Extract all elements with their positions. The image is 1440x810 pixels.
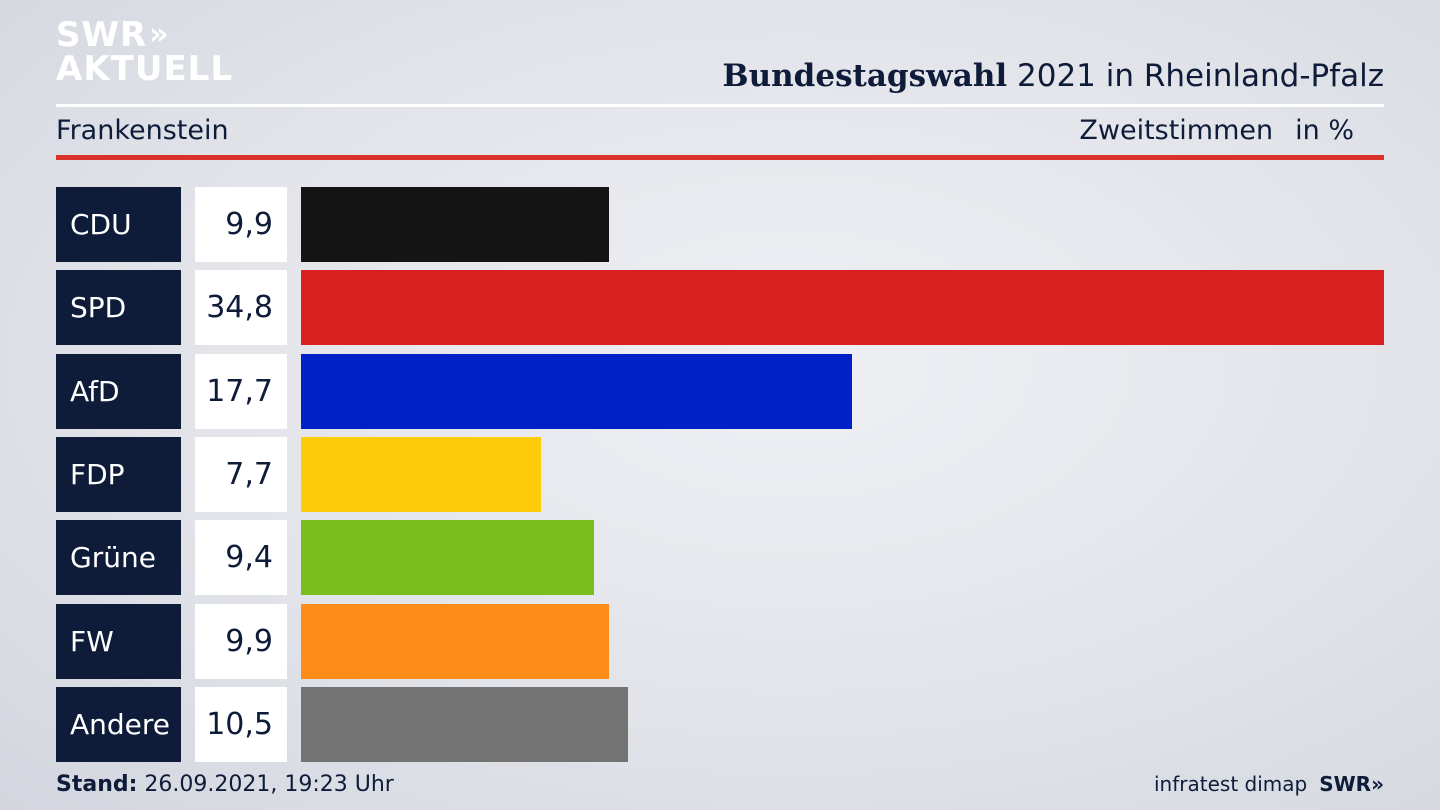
data-label: 17,7: [206, 374, 273, 409]
unit-text: in %: [1295, 115, 1354, 146]
party-label: SPD: [70, 291, 127, 324]
value-box-afd: 17,7: [195, 354, 287, 429]
party-label-box-fw: FW: [56, 604, 181, 679]
value-box-gr-ne: 9,4: [195, 520, 287, 595]
swr-aktuell-logo: SWR» AKTUELL: [56, 15, 234, 89]
bar-cdu: [301, 187, 609, 262]
party-label-box-afd: AfD: [56, 354, 181, 429]
bar-afd: [301, 354, 852, 429]
bar-gr-ne: [301, 520, 594, 595]
timestamp: Stand: 26.09.2021, 19:23 Uhr: [56, 772, 394, 797]
value-box-andere: 10,5: [195, 687, 287, 762]
region-label: Frankenstein: [56, 115, 229, 146]
header-divider: [56, 104, 1384, 107]
party-label: Grüne: [70, 541, 156, 574]
data-label: 9,9: [225, 207, 273, 242]
data-label: 34,8: [206, 290, 273, 325]
title-rest: 2021 in Rheinland-Pfalz: [1007, 58, 1384, 94]
party-label-box-gr-ne: Grüne: [56, 520, 181, 595]
party-label: CDU: [70, 208, 132, 241]
accent-divider: [56, 155, 1384, 160]
value-box-fw: 9,9: [195, 604, 287, 679]
data-label: 10,5: [206, 707, 273, 742]
party-label: FW: [70, 625, 114, 658]
source-label: infratest dimap: [1154, 772, 1308, 796]
value-box-spd: 34,8: [195, 270, 287, 345]
value-box-fdp: 7,7: [195, 437, 287, 512]
bar-andere: [301, 687, 628, 762]
logo-line1: SWR: [56, 15, 148, 55]
party-label-box-fdp: FDP: [56, 437, 181, 512]
party-label: FDP: [70, 458, 125, 491]
bar-fdp: [301, 437, 541, 512]
data-label: 9,9: [225, 624, 273, 659]
title-bold: Bundestagswahl: [722, 58, 1008, 94]
measure-label: Zweitstimmen in %: [1079, 115, 1354, 146]
bar-spd: [301, 270, 1384, 345]
party-label: Andere: [70, 708, 171, 741]
bar-fw: [301, 604, 609, 679]
data-label: 9,4: [225, 540, 273, 575]
source-credit: infratest dimap SWR»: [1154, 772, 1384, 796]
value-box-cdu: 9,9: [195, 187, 287, 262]
measure-text: Zweitstimmen: [1079, 115, 1274, 146]
party-label-box-cdu: CDU: [56, 187, 181, 262]
party-label-box-spd: SPD: [56, 270, 181, 345]
swr-logo: SWR»: [1319, 772, 1384, 796]
party-label: AfD: [70, 375, 120, 408]
stand-value: 26.09.2021, 19:23 Uhr: [137, 772, 394, 797]
data-label: 7,7: [225, 457, 273, 492]
logo-line2: AKTUELL: [56, 49, 234, 89]
party-label-box-andere: Andere: [56, 687, 181, 762]
page-title: Bundestagswahl 2021 in Rheinland-Pfalz: [722, 58, 1384, 94]
swr-chevron-icon: »: [1371, 772, 1384, 796]
stand-label: Stand:: [56, 772, 138, 797]
